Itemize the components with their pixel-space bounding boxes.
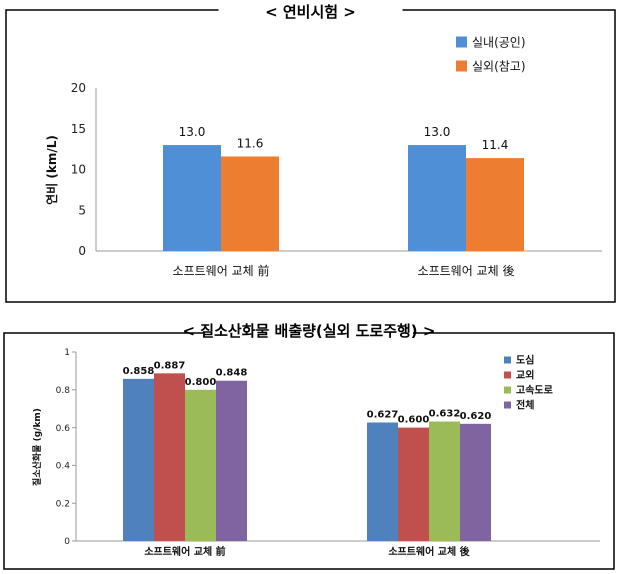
chart-1-y-tick-label: 15 [71, 122, 86, 136]
chart-2-legend-swatch [504, 371, 511, 379]
chart-1-bar [221, 156, 279, 251]
chart-2-title: < 질소산화물 배출량(실외 도로주행) > [183, 322, 436, 340]
chart-2-bar [154, 373, 185, 541]
chart-2-legend-swatch [504, 356, 511, 364]
chart-2-legend-swatch [504, 386, 511, 394]
chart-1-data-label: 13.0 [424, 125, 451, 139]
chart-2-frame [3, 332, 615, 570]
chart-1-bar [466, 158, 524, 251]
chart-2-bar [398, 427, 429, 541]
chart-1-y-axis-label: 연비 (km/L) [44, 135, 59, 205]
chart-2-category-label: 소프트웨어 교체 後 [388, 545, 470, 558]
chart-1-bar [408, 145, 466, 251]
chart-1-y-tick-label: 10 [71, 163, 86, 177]
chart-1-title: < 연비시험 > [265, 3, 356, 21]
chart-2-bar [367, 422, 398, 541]
chart-1-legend-swatch [456, 36, 467, 48]
chart-2-category-label: 소프트웨어 교체 前 [144, 545, 225, 558]
chart-1-category-label: 소프트웨어 교체 後 [418, 264, 515, 278]
chart-2-y-tick-label: 0 [64, 537, 70, 547]
chart-1-y-tick-label: 20 [71, 81, 86, 95]
chart-2-legend-swatch [504, 401, 511, 409]
chart-2-bar [185, 389, 216, 541]
chart-1-y-tick-label: 5 [78, 203, 86, 217]
chart-2-legend-label: 전체 [516, 399, 534, 412]
chart-2-legend-label: 도심 [516, 354, 534, 367]
chart-2-data-label: 0.627 [367, 409, 399, 420]
chart-1-category-label: 소프트웨어 교체 前 [173, 263, 270, 278]
chart-2-y-axis-label: 질소산화물 (g/km) [31, 408, 43, 486]
chart-2-bar [429, 421, 460, 541]
chart-2-data-label: 0.620 [460, 411, 492, 422]
chart-1-data-label: 11.6 [237, 136, 264, 150]
chart-2-y-tick-label: 0.4 [56, 462, 71, 472]
chart-2-y-tick-label: 0.8 [56, 386, 71, 396]
chart-1-frame [5, 9, 616, 303]
chart-2-y-tick-label: 0.6 [56, 424, 71, 434]
chart-2-data-label: 0.600 [398, 415, 430, 426]
chart-2-bar [123, 378, 154, 541]
chart-1-legend-label: 실내(공인) [472, 35, 526, 49]
chart-2-data-label: 0.858 [123, 366, 155, 377]
chart-1-y-tick-label: 0 [78, 244, 86, 258]
chart-2-data-label: 0.848 [216, 368, 248, 379]
chart-2-data-label: 0.800 [185, 377, 217, 388]
chart-2-legend-label: 고속도로 [516, 385, 553, 397]
chart-1-legend-label: 실외(참고) [472, 59, 526, 73]
chart-2-data-label: 0.887 [154, 360, 186, 371]
chart-2-y-tick-label: 0.2 [56, 499, 70, 509]
chart-2-y-tick-label: 1 [64, 348, 70, 358]
chart-2-bar [460, 423, 491, 541]
chart-1-data-label: 11.4 [482, 138, 509, 152]
chart-1-data-label: 13.0 [179, 125, 206, 139]
chart-2-legend-label: 교외 [516, 370, 534, 382]
chart-2-bar [216, 380, 247, 541]
chart-1-bar [163, 145, 221, 251]
chart-2-data-label: 0.632 [429, 409, 461, 420]
chart-1-legend-swatch [456, 60, 467, 72]
